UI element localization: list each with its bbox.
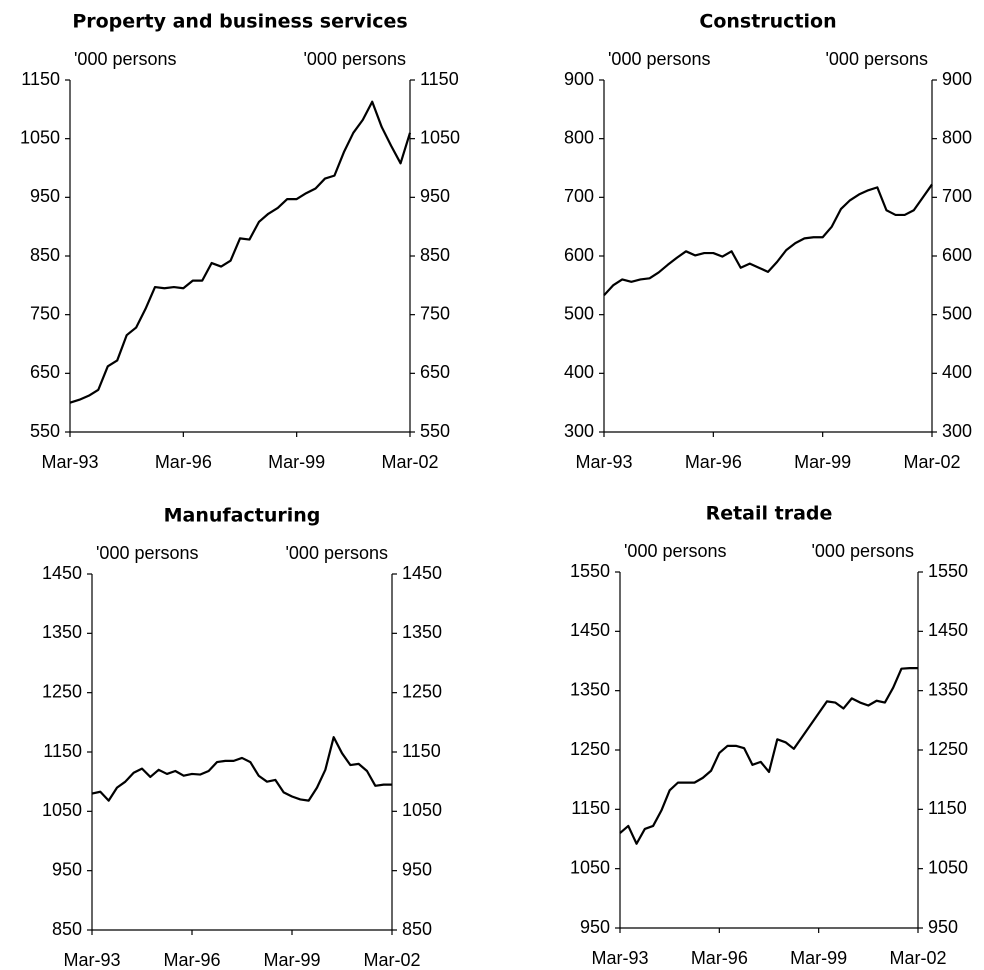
chart-title: Property and business services bbox=[72, 11, 407, 33]
data-line bbox=[603, 183, 933, 297]
x-tick-label: Mar-02 bbox=[363, 950, 420, 970]
y2-tick-label: 950 bbox=[402, 859, 432, 879]
y-tick-label: 1250 bbox=[42, 681, 82, 701]
y2-tick-label: 1350 bbox=[928, 679, 968, 699]
y-tick-label: 950 bbox=[52, 859, 82, 879]
x-tick-label: Mar-02 bbox=[381, 452, 438, 472]
y2-axis-label: '000 persons bbox=[285, 543, 388, 563]
x-tick-label: Mar-02 bbox=[889, 948, 946, 968]
x-tick-label: Mar-96 bbox=[155, 452, 212, 472]
y2-tick-label: 1450 bbox=[402, 563, 442, 583]
data-line bbox=[69, 100, 412, 404]
y2-tick-label: 1250 bbox=[928, 739, 968, 759]
x-tick-label: Mar-96 bbox=[685, 452, 742, 472]
y-tick-label: 850 bbox=[52, 919, 82, 939]
y-tick-label: 650 bbox=[30, 362, 60, 382]
y2-tick-label: 1050 bbox=[420, 127, 460, 147]
y2-tick-label: 300 bbox=[942, 421, 972, 441]
y-tick-label: 1250 bbox=[570, 739, 610, 759]
y2-tick-label: 1450 bbox=[928, 620, 968, 640]
y-tick-label: 1450 bbox=[570, 620, 610, 640]
y-tick-label: 1050 bbox=[570, 857, 610, 877]
y-tick-label: 550 bbox=[30, 421, 60, 441]
x-tick-label: Mar-96 bbox=[691, 948, 748, 968]
y-axis-label: '000 persons bbox=[74, 49, 177, 69]
y-tick-label: 700 bbox=[564, 186, 594, 206]
y-tick-label: 950 bbox=[30, 186, 60, 206]
y2-axis-label: '000 persons bbox=[811, 541, 914, 561]
y2-tick-label: 950 bbox=[420, 186, 450, 206]
y-tick-label: 1350 bbox=[570, 679, 610, 699]
y-tick-label: 1550 bbox=[570, 561, 610, 581]
y-tick-label: 300 bbox=[564, 421, 594, 441]
y2-tick-label: 400 bbox=[942, 362, 972, 382]
y-tick-label: 400 bbox=[564, 362, 594, 382]
x-tick-label: Mar-93 bbox=[63, 950, 120, 970]
y2-tick-label: 1150 bbox=[420, 69, 459, 89]
y2-tick-label: 900 bbox=[942, 69, 972, 89]
chart-title: Retail trade bbox=[706, 503, 833, 525]
x-tick-label: Mar-93 bbox=[575, 452, 632, 472]
y2-tick-label: 950 bbox=[928, 917, 958, 937]
y-tick-label: 600 bbox=[564, 245, 594, 265]
y2-tick-label: 550 bbox=[420, 421, 450, 441]
y2-tick-label: 650 bbox=[420, 362, 450, 382]
y-tick-label: 1050 bbox=[20, 127, 60, 147]
x-tick-label: Mar-99 bbox=[790, 948, 847, 968]
y-tick-label: 1150 bbox=[43, 741, 82, 761]
x-tick-label: Mar-99 bbox=[794, 452, 851, 472]
chart-title: Construction bbox=[699, 11, 836, 33]
y-tick-label: 850 bbox=[30, 245, 60, 265]
y2-tick-label: 600 bbox=[942, 245, 972, 265]
y-tick-label: 500 bbox=[564, 303, 594, 323]
y-tick-label: 1150 bbox=[21, 69, 60, 89]
y-tick-label: 1050 bbox=[42, 800, 82, 820]
y-tick-label: 900 bbox=[564, 69, 594, 89]
y-axis-label: '000 persons bbox=[96, 543, 199, 563]
y2-tick-label: 1150 bbox=[928, 798, 967, 818]
chart-title: Manufacturing bbox=[164, 505, 321, 527]
x-tick-label: Mar-93 bbox=[591, 948, 648, 968]
y2-tick-label: 750 bbox=[420, 303, 450, 323]
y2-tick-label: 800 bbox=[942, 127, 972, 147]
y2-tick-label: 1050 bbox=[928, 857, 968, 877]
data-line bbox=[619, 667, 918, 845]
x-tick-label: Mar-99 bbox=[263, 950, 320, 970]
y2-axis-label: '000 persons bbox=[825, 49, 928, 69]
y2-tick-label: 1050 bbox=[402, 800, 442, 820]
y2-tick-label: 700 bbox=[942, 186, 972, 206]
data-line bbox=[91, 736, 392, 802]
y-tick-label: 1450 bbox=[42, 563, 82, 583]
y2-axis-label: '000 persons bbox=[303, 49, 406, 69]
x-tick-label: Mar-99 bbox=[268, 452, 325, 472]
x-tick-label: Mar-93 bbox=[41, 452, 98, 472]
y-tick-label: 800 bbox=[564, 127, 594, 147]
y-tick-label: 1150 bbox=[571, 798, 610, 818]
y2-tick-label: 1350 bbox=[402, 622, 442, 642]
y2-tick-label: 1150 bbox=[402, 741, 441, 761]
y2-tick-label: 850 bbox=[420, 245, 450, 265]
y2-tick-label: 1550 bbox=[928, 561, 968, 581]
y-tick-label: 950 bbox=[580, 917, 610, 937]
y2-tick-label: 1250 bbox=[402, 681, 442, 701]
x-tick-label: Mar-02 bbox=[903, 452, 960, 472]
y-axis-label: '000 persons bbox=[624, 541, 727, 561]
y-tick-label: 1350 bbox=[42, 622, 82, 642]
x-tick-label: Mar-96 bbox=[163, 950, 220, 970]
y-axis-label: '000 persons bbox=[608, 49, 711, 69]
y2-tick-label: 850 bbox=[402, 919, 432, 939]
y2-tick-label: 500 bbox=[942, 303, 972, 323]
y-tick-label: 750 bbox=[30, 303, 60, 323]
